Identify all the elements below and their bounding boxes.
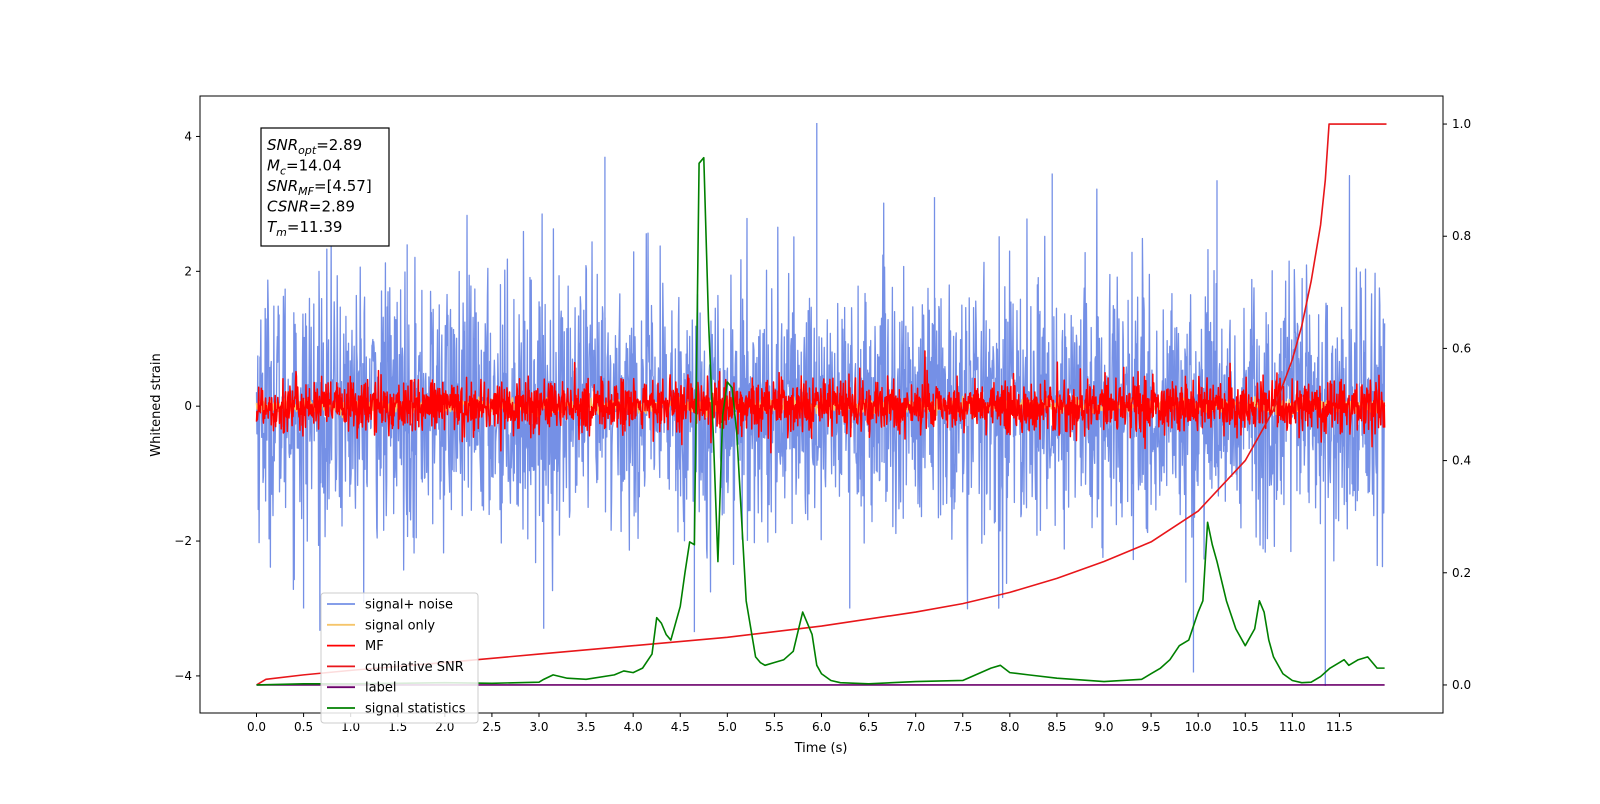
annotation-box: SNRopt=2.89Mc=14.04SNRMF=[4.57]CSNR=2.89… <box>260 127 390 247</box>
x-tick-label: 6.5 <box>859 720 878 734</box>
y2-tick-label: 0.6 <box>1452 341 1471 355</box>
x-tick-label: 4.0 <box>624 720 643 734</box>
y2-tick-label: 0.0 <box>1452 678 1471 692</box>
x-tick-label: 3.0 <box>529 720 548 734</box>
annotation-line: Tm=11.39 <box>267 218 342 239</box>
x-tick-label: 0.0 <box>247 720 266 734</box>
y-tick-label: 0 <box>184 399 192 413</box>
y2-tick-label: 0.8 <box>1452 229 1471 243</box>
x-tick-label: 9.0 <box>1094 720 1113 734</box>
y2-tick-label: 1.0 <box>1452 117 1471 131</box>
x-tick-label: 6.0 <box>812 720 831 734</box>
legend-entry: signal+ noise <box>365 598 453 613</box>
x-tick-label: 10.5 <box>1232 720 1259 734</box>
legend-frame <box>320 592 479 724</box>
x-tick-label: 5.5 <box>765 720 784 734</box>
y2-tick-label: 0.4 <box>1452 454 1471 468</box>
x-tick-label: 0.5 <box>294 720 313 734</box>
x-tick-label: 4.5 <box>671 720 690 734</box>
x-tick-label: 8.0 <box>1000 720 1019 734</box>
x-tick-label: 11.5 <box>1326 720 1353 734</box>
x-tick-label: 3.5 <box>577 720 596 734</box>
y-tick-label: 4 <box>184 129 192 143</box>
y-axis-left: −4 −2 0 2 4 <box>174 129 200 683</box>
annotation-line: SNRMF=[4.57] <box>267 177 372 198</box>
x-tick-label: 2.5 <box>482 720 501 734</box>
x-tick-label: 11.0 <box>1279 720 1306 734</box>
legend: signal+ noise signal only MF cumilative SNR… <box>320 592 479 724</box>
legend-entry: MF <box>365 639 384 654</box>
x-axis-label: Time (s) <box>794 741 848 756</box>
y-tick-label: −4 <box>174 669 192 683</box>
x-axis: 0.0 0.5 1.0 1.5 2.0 2.5 3.0 3.5 4.0 4.5 5.0 5.5 6.0 6… <box>247 713 1353 734</box>
annotation-line: Mc=14.04 <box>267 157 342 178</box>
series-line-signal-statistics <box>256 156 1385 686</box>
x-tick-label: 9.5 <box>1142 720 1161 734</box>
y-tick-label: −2 <box>174 534 192 548</box>
series-line-mf <box>255 350 1386 454</box>
annotation-line: SNRopt=2.89 <box>267 136 362 157</box>
x-tick-label: 7.5 <box>953 720 972 734</box>
legend-entry: cumilative SNR <box>365 660 464 675</box>
annotation-frame <box>260 127 390 247</box>
y2-tick-label: 0.2 <box>1452 566 1471 580</box>
legend-entry: signal statistics <box>365 702 466 717</box>
legend-entry: label <box>365 681 396 696</box>
y-axis-label: Whitened strain <box>149 353 164 456</box>
legend-entry: signal only <box>365 618 435 633</box>
y-tick-label: 2 <box>184 264 192 278</box>
x-tick-label: 10.0 <box>1185 720 1212 734</box>
x-tick-label: 8.5 <box>1047 720 1066 734</box>
x-tick-label: 7.0 <box>906 720 925 734</box>
annotation-line: CSNR=2.89 <box>267 198 355 216</box>
x-tick-label: 5.0 <box>718 720 737 734</box>
y-axis-right: 0.0 0.2 0.4 0.6 0.8 1.0 <box>1443 117 1471 692</box>
